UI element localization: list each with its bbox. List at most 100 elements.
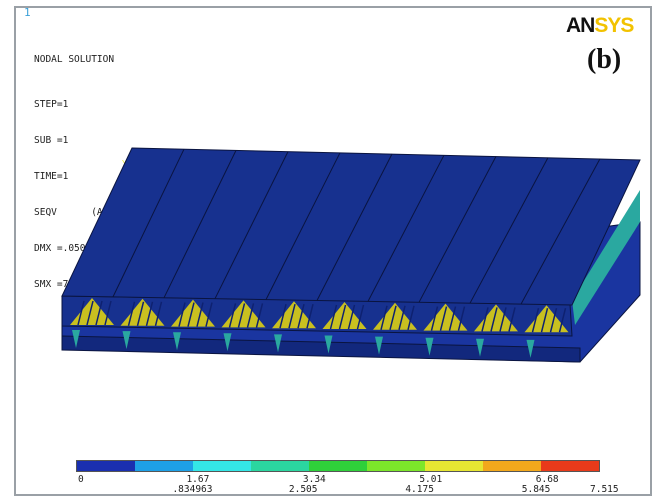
legend-tick-upper: 5.01	[419, 474, 443, 485]
core-stress-stripe	[540, 308, 549, 333]
logo-part-2: SYS	[594, 14, 634, 37]
plate-grid-line	[316, 153, 393, 301]
core-stress-triangle	[221, 300, 266, 328]
info-title: NODAL SOLUTION	[34, 54, 115, 65]
panel-label: (b)	[587, 44, 622, 75]
core-stress-stripe	[228, 303, 237, 328]
core-stress-stripe	[389, 305, 397, 330]
core-stress-stripe	[86, 300, 94, 326]
core-stress-stripe	[558, 308, 567, 333]
core-stress-stripe	[145, 301, 154, 326]
lower-stress-wedge	[122, 331, 131, 350]
core-stress-stripe	[136, 301, 145, 326]
core-stress-stripe	[246, 303, 255, 328]
core-stress-stripe	[398, 305, 406, 330]
legend-swatch	[135, 461, 193, 471]
core-stress-stripe	[439, 306, 448, 331]
info-dmx: DMX =.050045	[34, 243, 103, 254]
core-stress-stripe	[154, 301, 163, 326]
legend-swatch	[541, 461, 599, 471]
legend-tick-lower: 2.505	[288, 484, 318, 495]
lower-stress-wedge	[72, 330, 80, 348]
bottom-plate-front	[61, 335, 581, 363]
core-stress-stripe	[549, 308, 558, 333]
top-plate-grid	[112, 148, 601, 305]
core-stress-stripe	[448, 306, 457, 331]
legend-swatch	[367, 461, 425, 471]
legend-tick-upper: 1.67	[186, 474, 210, 485]
core-stress-triangle	[171, 299, 215, 327]
lower-stress-wedge	[324, 335, 333, 354]
core-stress-triangle	[474, 304, 518, 332]
plate-grid-line	[112, 148, 185, 298]
top-plate	[61, 147, 641, 306]
core-stress-stripe	[104, 300, 112, 326]
lower-stress-wedge	[274, 334, 282, 353]
lower-stress-wedge	[375, 336, 383, 355]
core-stress-stripe	[237, 303, 246, 328]
core-stress-stripe	[306, 304, 314, 329]
plate-grid-line	[265, 152, 341, 300]
lower-stress-wedge	[425, 337, 434, 356]
lower-stress-wedge	[173, 332, 181, 351]
core-stress-stripe	[457, 306, 466, 331]
legend-tick-upper: 6.68	[535, 474, 559, 485]
core-stress-stripe	[499, 307, 507, 332]
plate-grid-line	[367, 154, 445, 302]
core-stress-stripe	[255, 303, 264, 328]
core-stress-stripe	[127, 301, 136, 326]
lower-stress-pattern	[72, 330, 535, 358]
legend-swatch	[309, 461, 367, 471]
core-stress-stripe	[531, 308, 540, 333]
ansys-logo: ANSYS	[566, 14, 634, 38]
core-stress-stripe	[178, 302, 186, 327]
plate-grid-line	[469, 157, 549, 304]
legend-tick-lower: 4.175	[405, 484, 434, 495]
core-stress-stripe	[205, 302, 213, 327]
core-stress-stripe	[196, 302, 204, 327]
core-stress-stripe	[380, 305, 388, 330]
legend-swatch	[193, 461, 251, 471]
legend-tick-lower: 5.845	[521, 484, 551, 495]
lower-stress-wedge	[476, 338, 484, 357]
core-stress-triangle	[120, 298, 165, 326]
core-stress-triangle	[272, 301, 316, 329]
plate-grid-line	[163, 150, 237, 299]
core-stress-stripe	[279, 304, 287, 329]
legend-swatch	[77, 461, 135, 471]
lower-stress-wedge	[526, 339, 535, 358]
core-stress-stripe	[187, 302, 195, 327]
core-stress-stripe	[288, 304, 296, 329]
core-stress-stripe	[95, 300, 103, 326]
core-stress-stripe	[407, 305, 415, 330]
legend-swatch	[483, 461, 541, 471]
legend-tick-lower: 7.515	[590, 484, 619, 495]
core-stress-stripe	[430, 306, 439, 331]
info-step: STEP=1	[34, 99, 69, 110]
core-stress-stripe	[508, 307, 516, 332]
core-stress-triangle	[373, 302, 417, 330]
info-time: TIME=1	[34, 171, 69, 182]
core-stress-triangle	[524, 305, 569, 333]
core-stress-stripe	[356, 304, 365, 330]
core-stress-stripe	[490, 307, 498, 332]
legend-tick-lower: .834963	[172, 484, 213, 495]
plate-grid-line	[418, 156, 497, 303]
core-stress-stripe	[347, 304, 356, 330]
edge-stress-strip	[572, 190, 640, 325]
core-stress-stripe	[77, 300, 85, 326]
core-stress-stripe	[481, 307, 489, 332]
core-stress-stripe	[329, 304, 338, 330]
window-number: 1	[24, 6, 31, 19]
plate-grid-line	[520, 158, 601, 305]
legend-tick-upper: 3.34	[302, 474, 326, 485]
core-stress-stripe	[297, 304, 305, 329]
lower-stress-wedge	[223, 333, 232, 352]
core-stress-triangle	[70, 298, 114, 325]
legend-swatch	[251, 461, 309, 471]
legend-tick-lower: 0	[78, 474, 84, 485]
info-sub: SUB =1	[34, 135, 69, 146]
stress-legend-bar	[76, 460, 600, 472]
core-stress-triangle	[322, 302, 367, 329]
